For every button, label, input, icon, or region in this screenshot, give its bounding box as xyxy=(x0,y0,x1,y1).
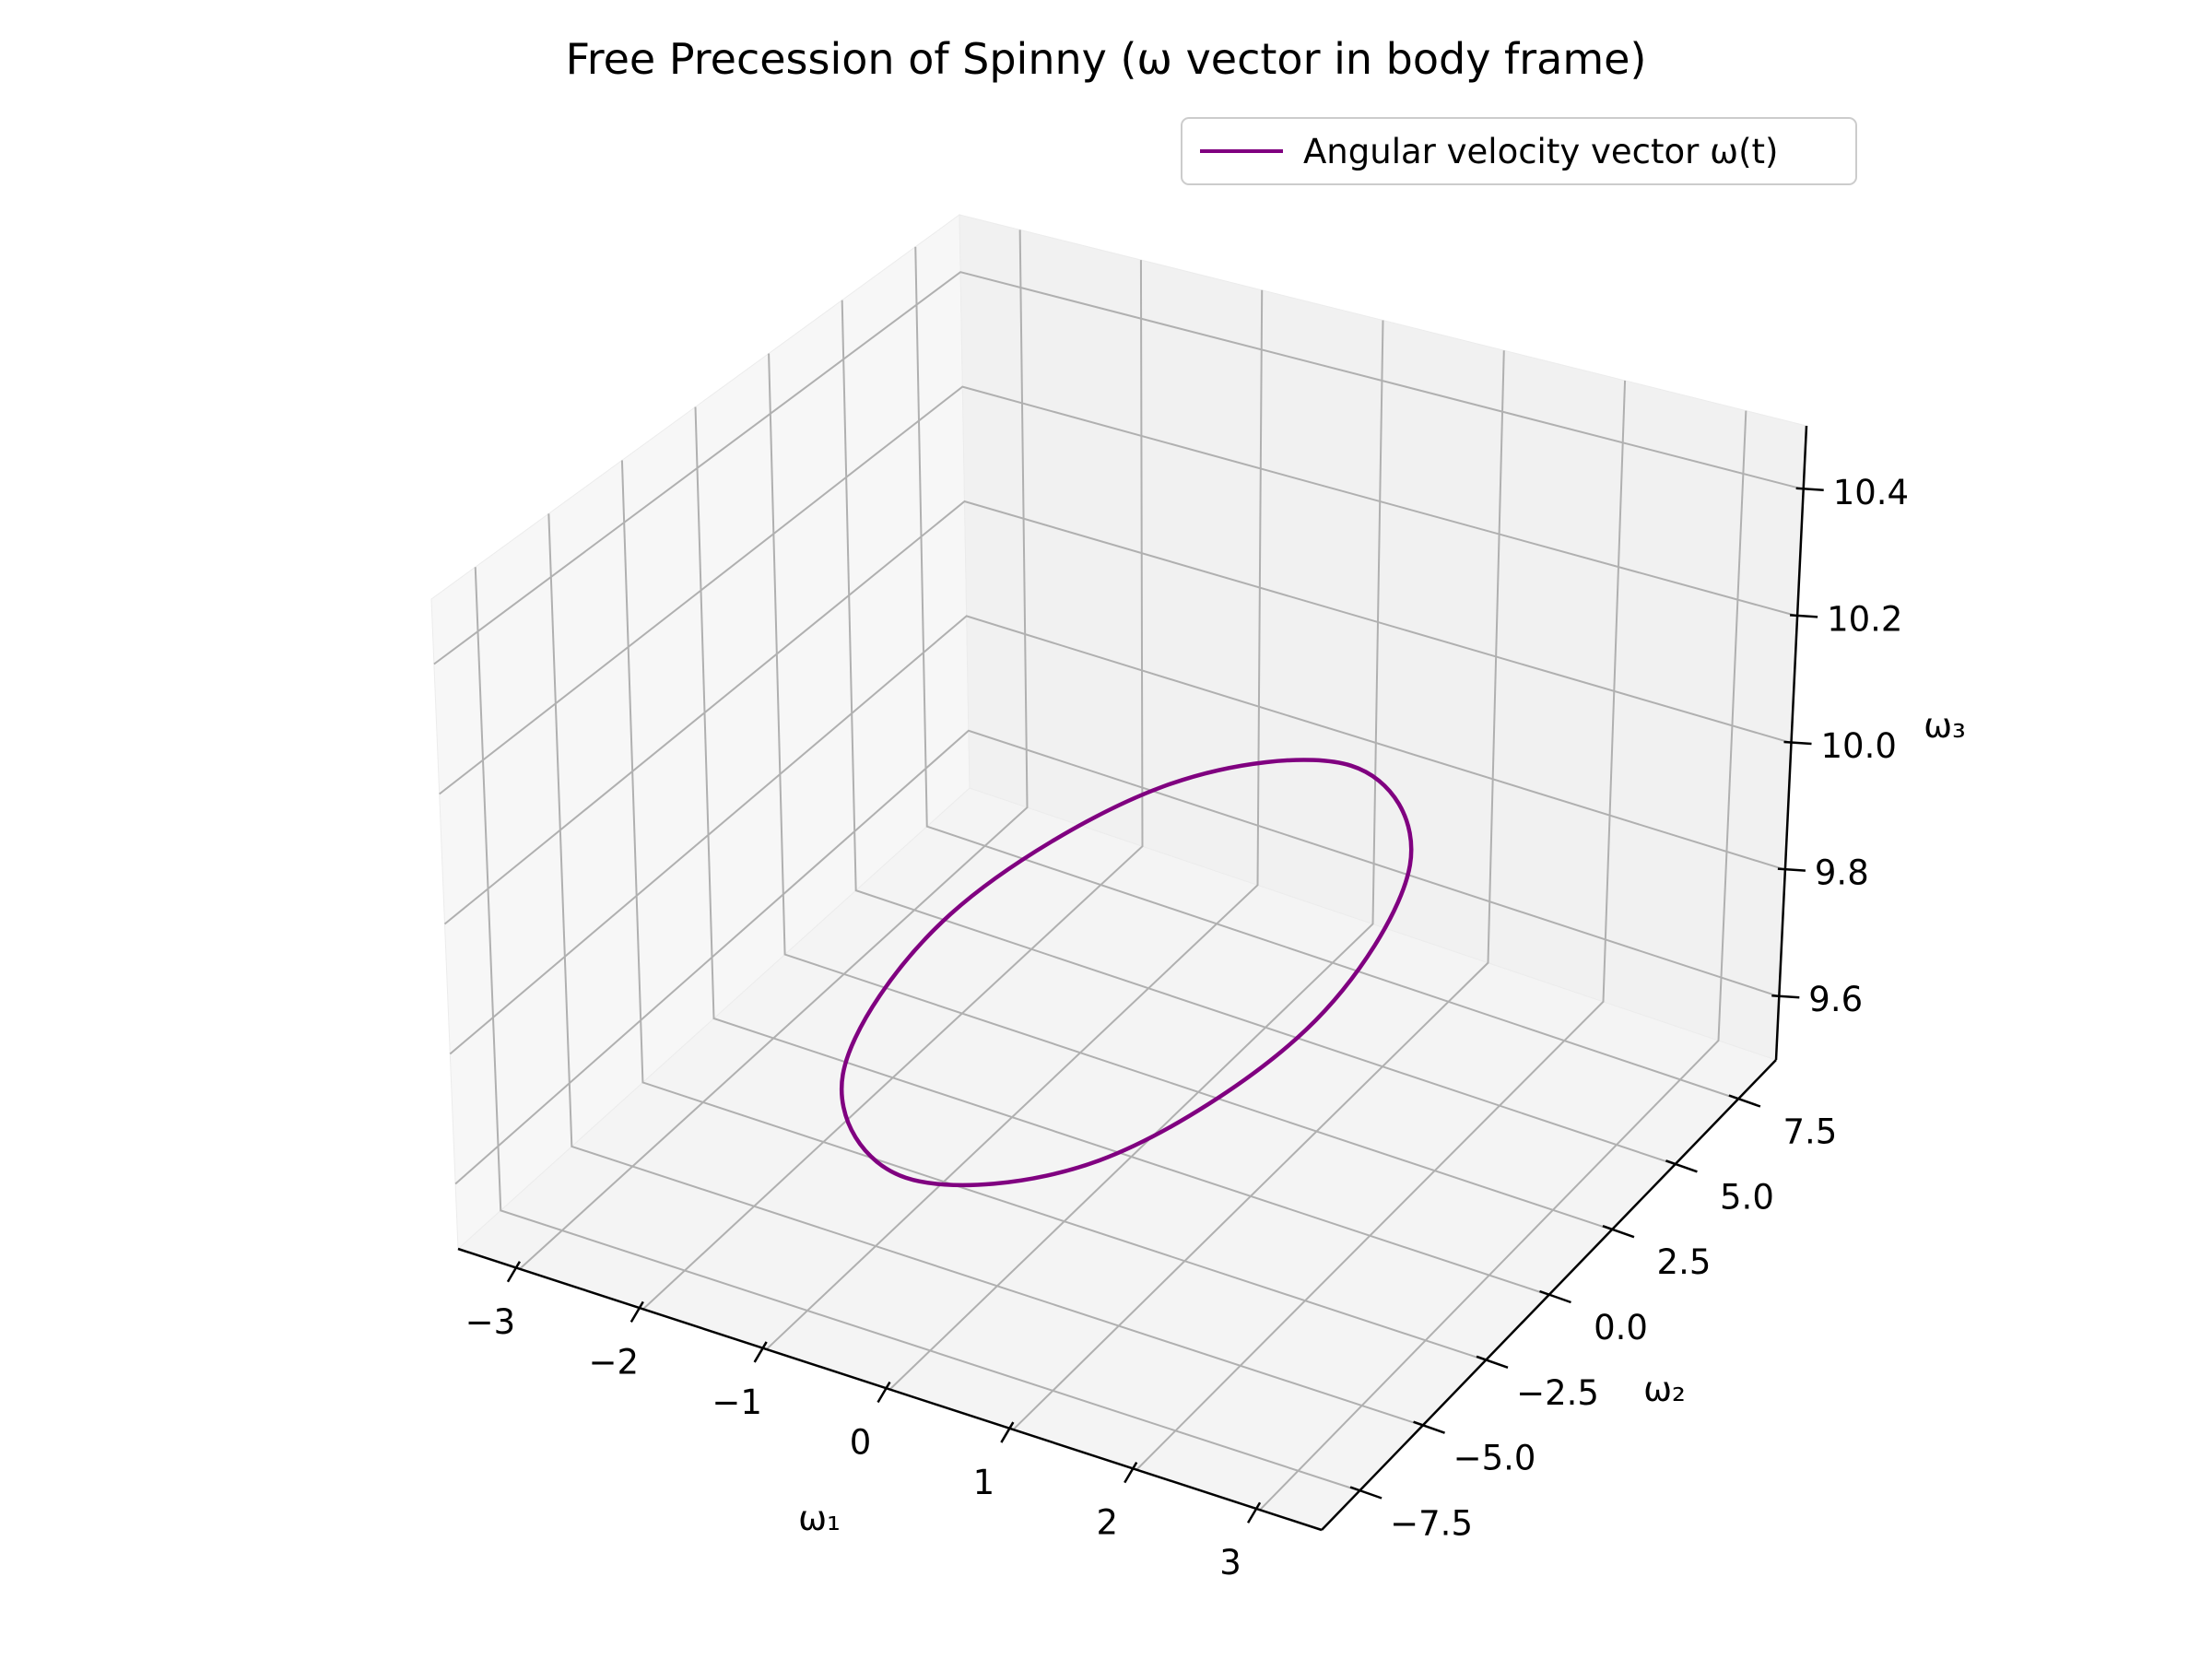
y-tick xyxy=(1665,1159,1698,1173)
x-tick xyxy=(1246,1501,1262,1524)
x-tick-label: 0 xyxy=(850,1423,872,1463)
grid-line-z xyxy=(439,385,1798,795)
y-tick-label: 2.5 xyxy=(1657,1242,1712,1282)
chart-title: Free Precession of Spinny (ω vector in b… xyxy=(566,34,1647,84)
y-tick-label: −7.5 xyxy=(1390,1504,1473,1544)
x-tick xyxy=(629,1300,644,1323)
legend-label: Angular velocity vector ω(t) xyxy=(1303,132,1778,171)
y-tick-label: 5.0 xyxy=(1720,1177,1774,1217)
grid-line-y xyxy=(474,567,1360,1492)
grid-line-x xyxy=(765,289,1264,1350)
grid-line-y xyxy=(914,246,1739,1100)
x-axis-label: ω₁ xyxy=(798,1499,841,1538)
x-tick-label: −1 xyxy=(712,1382,762,1422)
y-tick xyxy=(1349,1486,1382,1500)
x-tick-label: −3 xyxy=(465,1302,516,1342)
x-tick-label: 1 xyxy=(973,1463,995,1502)
grid-line-z xyxy=(454,729,1780,1185)
legend-frame xyxy=(1181,117,1857,185)
y-axis-label: ω₂ xyxy=(1643,1370,1686,1409)
y-tick xyxy=(1476,1355,1509,1370)
grid-line-y xyxy=(841,300,1676,1166)
grid-line-x xyxy=(642,260,1144,1311)
y-tick-label: 7.5 xyxy=(1783,1112,1837,1152)
y-tick xyxy=(1413,1420,1445,1434)
series-layer xyxy=(840,758,1414,1188)
z-axis-label: ω₃ xyxy=(1924,706,1966,746)
grid-line-y xyxy=(768,353,1613,1231)
y-tick xyxy=(1728,1094,1761,1108)
x-tick xyxy=(1000,1421,1015,1443)
y-tick-label: −2.5 xyxy=(1516,1373,1599,1413)
grid-line-y xyxy=(620,460,1487,1361)
grid-line-y xyxy=(547,513,1423,1427)
x-tick xyxy=(877,1381,891,1404)
z-tick xyxy=(1777,867,1806,872)
z-tick-label: 10.0 xyxy=(1821,726,1897,766)
y-tick xyxy=(1602,1224,1635,1239)
z-tick xyxy=(1790,614,1818,618)
x-tick xyxy=(506,1261,522,1283)
x-tick-label: −2 xyxy=(589,1342,640,1382)
tick-marks xyxy=(506,487,1824,1524)
grid-line-x xyxy=(888,320,1384,1391)
grid-line-z xyxy=(443,500,1792,925)
x-tick xyxy=(753,1341,768,1363)
grid-line-z xyxy=(449,615,1786,1055)
grid-line-y xyxy=(694,406,1549,1296)
x-tick-label: 3 xyxy=(1219,1543,1241,1583)
grid-line-x xyxy=(1259,410,1747,1511)
grid-line-x xyxy=(1135,380,1627,1471)
y-tick-label: −5.0 xyxy=(1453,1439,1536,1478)
y-tick xyxy=(1539,1289,1571,1304)
z-tick xyxy=(1783,740,1812,746)
z-tick-label: 9.8 xyxy=(1815,853,1869,893)
x-axis-line xyxy=(457,1247,1323,1532)
z-tick-label: 10.2 xyxy=(1827,599,1902,639)
z-tick-label: 10.4 xyxy=(1833,473,1909,512)
grid-line-z xyxy=(433,271,1804,665)
z-tick xyxy=(1795,487,1824,492)
z-tick-label: 9.6 xyxy=(1808,980,1863,1019)
x-tick xyxy=(1124,1462,1138,1484)
grid-lines xyxy=(433,229,1804,1511)
z-tick xyxy=(1771,994,1800,999)
x-tick-label: 2 xyxy=(1096,1503,1118,1543)
grid-line-x xyxy=(519,229,1029,1270)
axes-panes xyxy=(430,214,1807,1531)
legend: Angular velocity vector ω(t) xyxy=(1181,117,1857,185)
y-tick-label: 0.0 xyxy=(1594,1308,1648,1347)
tick-labels: −3 −2 −1 0 1 2 3 −7.5 −5.0 −2.5 0.02.55.07.5 9.6 9.8… xyxy=(465,473,1909,1583)
grid-line-x xyxy=(1012,350,1505,1430)
